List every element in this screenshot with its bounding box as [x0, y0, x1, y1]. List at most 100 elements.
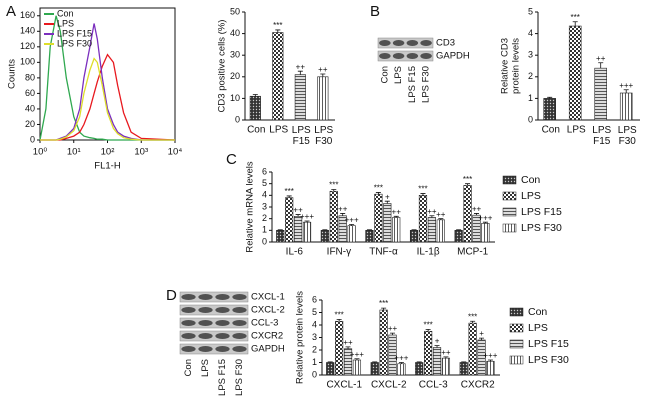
bar — [276, 230, 285, 243]
blot-band-label: CCL-3 — [251, 318, 278, 329]
y-tick-label: 50 — [230, 6, 240, 16]
x-tick-label: 10⁴ — [168, 147, 183, 158]
significance-label: *** — [463, 175, 472, 184]
error-bar — [470, 320, 476, 324]
blot-band — [215, 320, 230, 326]
error-bar — [349, 224, 355, 226]
bar — [302, 221, 312, 243]
blot-band — [420, 53, 432, 59]
blot-band — [215, 333, 230, 339]
bar — [320, 230, 329, 243]
blot-band — [181, 294, 196, 300]
bar — [459, 362, 468, 376]
significance-label: ++ — [441, 348, 451, 357]
bar — [326, 362, 335, 376]
bar — [329, 190, 338, 243]
y-tick-label: 3 — [262, 201, 267, 211]
y-tick-label: 1 — [262, 225, 267, 235]
blot-band — [232, 333, 247, 339]
y-tick-label: 2 — [312, 344, 317, 354]
x-tick-label: CCL-3 — [419, 380, 448, 391]
blot-row — [179, 304, 249, 316]
y-tick-label: 40 — [25, 103, 35, 113]
significance-label: *** — [334, 310, 343, 319]
legend-swatch — [502, 191, 517, 201]
y-tick-label: 0 — [528, 114, 533, 124]
legend-label: LPS F15 — [57, 28, 92, 38]
significance-label: *** — [374, 184, 383, 193]
legend-swatch — [502, 175, 517, 185]
panel-letter: B — [370, 3, 380, 20]
x-tick-label: 10² — [101, 147, 115, 158]
error-bar — [438, 218, 444, 220]
y-tick-label: 5 — [262, 178, 267, 188]
bar — [370, 362, 379, 376]
significance-label: +++ — [619, 81, 633, 90]
error-bar — [304, 220, 310, 223]
blot-band — [392, 53, 405, 59]
x-tick-label: LPS F30 — [618, 125, 637, 147]
significance-label: *** — [571, 13, 580, 22]
x-tick-label: 10³ — [134, 147, 148, 158]
error-bar — [443, 356, 449, 359]
blot-band — [232, 320, 247, 326]
x-tick-label: IL-1β — [417, 247, 440, 258]
x-tick-label: IL-6 — [286, 247, 304, 258]
error-bar — [482, 221, 488, 224]
y-tick-label: 2 — [262, 213, 267, 223]
bar — [272, 32, 284, 121]
bar — [441, 357, 451, 376]
significance-label: ++ — [436, 210, 446, 219]
significance-label: *** — [273, 21, 282, 30]
bar — [424, 330, 433, 376]
x-tick-label: CXCR2 — [461, 380, 495, 391]
blot-band-label: GAPDH — [436, 51, 470, 62]
error-bar — [411, 229, 417, 231]
y-axis-title: Relative mRNA levels — [245, 161, 256, 253]
panel-letter: C — [226, 151, 237, 168]
error-bar — [434, 345, 440, 348]
y-tick-label: 3 — [528, 50, 533, 60]
panel-letter: D — [166, 287, 177, 304]
bar — [594, 67, 607, 121]
legend-label: LPS — [521, 190, 541, 202]
blot-band — [181, 333, 196, 339]
error-bar — [345, 346, 351, 349]
legend-swatch — [502, 223, 517, 233]
bar — [432, 347, 442, 376]
error-bar — [473, 213, 479, 216]
legend-swatch — [502, 207, 517, 217]
legend-label: LPS — [528, 322, 548, 334]
significance-label: *** — [379, 299, 388, 308]
y-tick-label: 2 — [528, 71, 533, 81]
error-bar — [487, 359, 493, 362]
bar — [294, 74, 306, 121]
blot-band — [198, 320, 213, 326]
error-bar — [398, 362, 404, 364]
legend-label: LPS F15 — [521, 206, 562, 218]
significance-label: + — [435, 337, 440, 346]
bar — [392, 217, 401, 243]
histogram-line — [39, 15, 175, 141]
x-tick-label: 10⁰ — [33, 147, 48, 158]
blot-lane-label: Con — [183, 359, 194, 376]
error-bar — [320, 73, 326, 77]
significance-label: ++ — [343, 338, 353, 347]
x-tick-label: IFN-γ — [327, 247, 351, 258]
x-tick-label: Con — [247, 125, 265, 136]
y-tick-label: 0 — [312, 369, 317, 379]
blot-lane-label: LPS F15 — [407, 66, 418, 103]
blot-band — [215, 346, 230, 352]
legend-swatch — [509, 339, 524, 349]
blot-band — [420, 40, 432, 46]
x-tick-label: CXCL-1 — [326, 380, 362, 391]
bar — [379, 309, 388, 376]
error-bar — [623, 89, 629, 93]
significance-label: *** — [329, 181, 338, 190]
blot-row — [377, 50, 434, 62]
error-bar — [366, 229, 372, 231]
y-tick-label: 120 — [20, 41, 35, 51]
legend-label: LPS F30 — [528, 354, 569, 366]
significance-label: +++ — [483, 351, 497, 360]
